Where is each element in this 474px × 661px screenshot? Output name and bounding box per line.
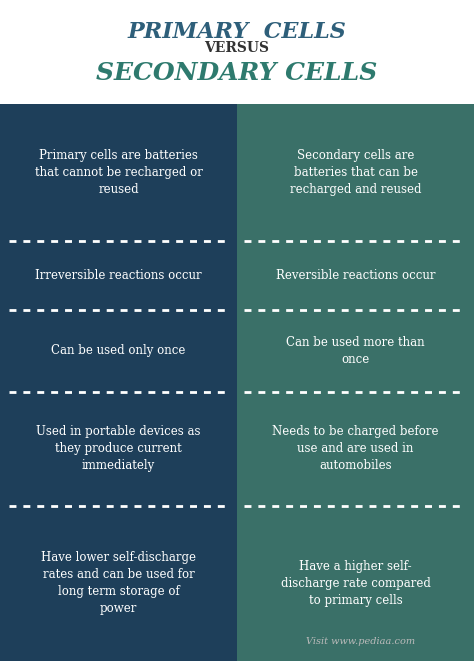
Text: Can be used more than
once: Can be used more than once: [286, 336, 425, 366]
Bar: [0, 310, 237, 392]
Text: SECONDARY CELLS: SECONDARY CELLS: [96, 61, 378, 85]
Bar: [237, 506, 474, 661]
Bar: [237, 392, 474, 506]
Bar: [0, 506, 237, 661]
Text: VERSUS: VERSUS: [204, 41, 270, 55]
Bar: [0, 392, 237, 506]
Text: PRIMARY  CELLS: PRIMARY CELLS: [128, 21, 346, 43]
Bar: [0, 104, 237, 241]
Text: Needs to be charged before
use and are used in
automobiles: Needs to be charged before use and are u…: [272, 426, 439, 473]
Bar: [0, 241, 237, 310]
Text: Reversible reactions occur: Reversible reactions occur: [276, 269, 435, 282]
Text: Have a higher self-
discharge rate compared
to primary cells: Have a higher self- discharge rate compa…: [281, 560, 430, 607]
Bar: [237, 104, 474, 241]
Text: Irreversible reactions occur: Irreversible reactions occur: [35, 269, 202, 282]
Text: Can be used only once: Can be used only once: [51, 344, 186, 358]
Text: Secondary cells are
batteries that can be
recharged and reused: Secondary cells are batteries that can b…: [290, 149, 421, 196]
Bar: [237, 310, 474, 392]
Text: Visit www.pediaa.com: Visit www.pediaa.com: [306, 637, 415, 646]
Text: Used in portable devices as
they produce current
immediately: Used in portable devices as they produce…: [36, 426, 201, 473]
Text: Primary cells are batteries
that cannot be recharged or
reused: Primary cells are batteries that cannot …: [35, 149, 202, 196]
Text: Have lower self-discharge
rates and can be used for
long term storage of
power: Have lower self-discharge rates and can …: [41, 551, 196, 615]
Bar: [237, 241, 474, 310]
